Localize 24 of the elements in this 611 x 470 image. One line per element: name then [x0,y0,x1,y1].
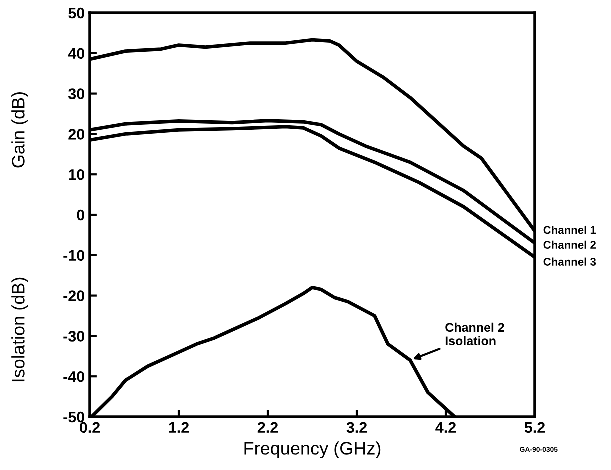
y-tick-label: 40 [68,48,85,60]
x-tick-label: 4.2 [436,422,456,433]
text: Isolation (dB) [12,278,28,382]
x-tick-label: 5.2 [524,422,546,434]
y-tick-label: 30 [68,88,85,100]
y-tick-label: -40 [64,371,85,382]
x-axis-title: Frequency (GHz) [244,442,381,458]
text: Channel 2 Isolation [446,322,504,346]
y-tick-label: 20 [68,129,85,140]
y-tick-label: -50 [64,412,85,423]
x-tick-label: 3.2 [346,422,368,434]
y-tick-label: 0 [77,210,85,221]
series-label: Channel 2 [544,240,596,250]
y-axis-title: Gain (dB) [12,92,28,168]
series-label: Channel 1 [544,226,596,234]
y-tick-label: 50 [68,8,85,19]
x-tick-label: 1.2 [169,422,190,433]
y-tick-label: 10 [69,169,85,180]
y-tick-label: -20 [64,290,85,302]
y-tick-label: -30 [64,331,85,342]
x-tick-label: 2.2 [258,422,278,433]
series-label: Channel 3 [544,258,596,266]
x-tick-label: 0.2 [80,422,100,434]
y-tick-label: -10 [64,250,85,262]
